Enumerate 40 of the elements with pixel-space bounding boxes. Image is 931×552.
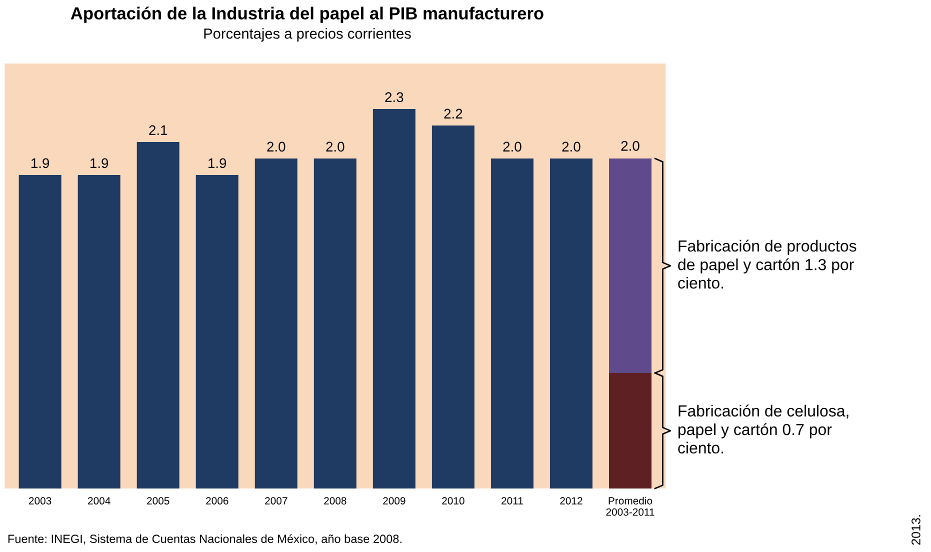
- bar: [196, 175, 238, 489]
- chart-subtitle: Porcentajes a precios corrientes: [204, 28, 411, 42]
- x-tick-label: 2007: [265, 497, 288, 505]
- bar: [490, 158, 534, 489]
- source-note: Fuente: INEGI, Sistema de Cuentas Nacionales de México, año base 2008.: [8, 534, 402, 544]
- data-label: 2.0: [267, 142, 286, 152]
- bar: [314, 158, 356, 489]
- x-tick-label: 2011: [502, 497, 523, 505]
- x-tick-label: 2010: [442, 497, 464, 505]
- total-label: 2.0: [621, 140, 640, 151]
- bar: [18, 175, 62, 489]
- x-tick-label: 2012: [560, 497, 582, 505]
- data-label: 2.1: [149, 125, 168, 135]
- x-tick-label: 2008: [324, 497, 346, 505]
- bar: [609, 373, 652, 489]
- text: Fabricación de productos de papel y cartón 1.3 por ciento.: [678, 240, 856, 289]
- data-label: 2.0: [503, 142, 522, 152]
- data-label: 1.9: [90, 158, 108, 168]
- bar: [78, 175, 120, 489]
- x-tick-label: 2005: [147, 497, 170, 505]
- x-tick-label: 2006: [206, 497, 228, 505]
- bar: [432, 126, 474, 489]
- x-tick-label: 2004: [88, 497, 110, 505]
- data-label: 1.9: [31, 158, 50, 168]
- data-label: 2.0: [326, 142, 344, 152]
- x-tick-label: 2003: [29, 497, 52, 505]
- bar: [550, 158, 592, 489]
- data-label: 2.0: [562, 142, 580, 152]
- data-label: 1.9: [208, 158, 226, 168]
- text: 2013.: [912, 515, 920, 545]
- x-tick-label: 2009: [383, 497, 406, 505]
- bar: [254, 158, 298, 489]
- text: Fabricación de celulosa, papel y cartón 0.7 por ciento.: [678, 404, 848, 454]
- data-label: 2.2: [444, 108, 462, 118]
- data-label: 2.3: [385, 92, 404, 102]
- bar: [136, 142, 180, 489]
- bar: [372, 109, 416, 489]
- bar: [609, 158, 652, 374]
- x-tick-label: Promedio 2003-2011: [606, 496, 654, 516]
- chart-title: Aportación de la Industria del papel al PIB manufacturero: [70, 6, 544, 23]
